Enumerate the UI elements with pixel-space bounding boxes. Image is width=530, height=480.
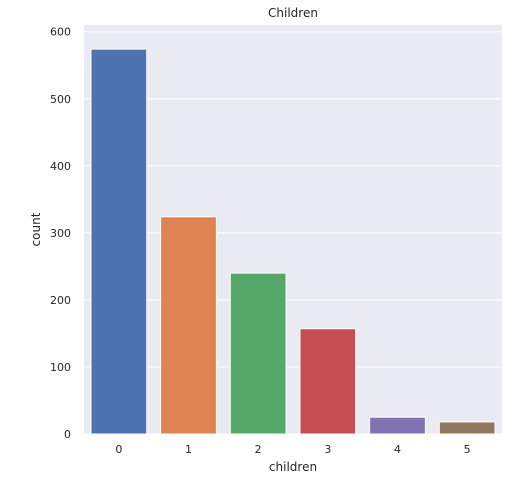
x-tick-label: 2 (255, 443, 262, 456)
x-axis-label: children (269, 460, 317, 474)
grid-lines (84, 31, 502, 435)
bar-children-0 (90, 48, 148, 435)
y-axis-label: count (29, 212, 43, 246)
y-tick-label: 600 (50, 26, 71, 39)
bar-children-4 (369, 416, 426, 435)
x-tick-label: 0 (115, 443, 122, 456)
x-tick-label: 1 (185, 443, 192, 456)
x-tick-label: 5 (464, 443, 471, 456)
y-tick-label: 300 (50, 227, 71, 240)
x-tick-labels: 0 1 2 3 4 5 (115, 443, 470, 456)
y-tick-label: 500 (50, 93, 71, 106)
bar-children-5 (438, 421, 496, 435)
y-tick-label: 200 (50, 294, 71, 307)
plot-area (84, 25, 502, 434)
bar-children-1 (160, 216, 217, 435)
bar-children-2 (229, 272, 287, 435)
y-tick-label: 400 (50, 160, 71, 173)
bar-children-3 (299, 328, 357, 435)
y-tick-labels: 0 100 200 300 400 500 600 (50, 26, 71, 441)
y-tick-label: 0 (64, 428, 71, 441)
chart-title: Children (268, 6, 318, 20)
bars (90, 48, 496, 435)
y-tick-label: 100 (50, 361, 71, 374)
x-tick-label: 3 (324, 443, 331, 456)
x-tick-label: 4 (394, 443, 401, 456)
